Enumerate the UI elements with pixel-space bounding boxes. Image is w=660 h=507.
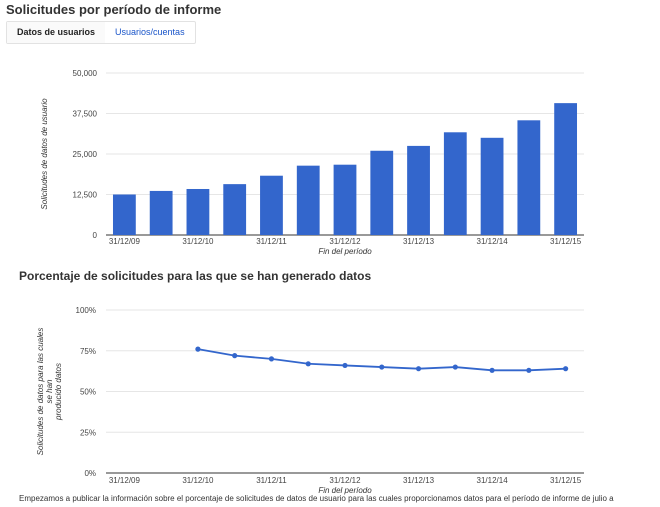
data-point <box>563 366 569 372</box>
bar <box>554 103 578 235</box>
tab-users-accounts[interactable]: Usuarios/cuentas <box>115 27 185 37</box>
data-point <box>415 366 422 372</box>
bar-chart-heading: Solicitudes por período de informe <box>6 2 222 17</box>
bar-y-tick-label: 37,500 <box>73 110 98 119</box>
line-chart-heading: Porcentaje de solicitudes para las que s… <box>19 269 372 283</box>
line-y-tick-label: 0% <box>84 469 96 478</box>
bar-y-tick-label: 50,000 <box>73 69 98 78</box>
line-x-tick-label: 31/12/12 <box>329 476 361 485</box>
bar <box>443 132 467 235</box>
bar-x-tick-label: 31/12/11 <box>256 237 287 246</box>
bar <box>260 175 283 235</box>
line-x-tick-label: 31/12/11 <box>256 476 287 485</box>
line-y-tick-label: 75% <box>80 347 96 356</box>
line-y-tick-label: 25% <box>80 428 96 437</box>
line-x-axis-title: Fin del período <box>318 486 372 495</box>
data-point <box>195 346 201 352</box>
data-point <box>232 353 238 359</box>
line-y-tick-label: 50% <box>80 388 96 397</box>
data-point <box>452 364 458 370</box>
data-point <box>379 364 385 370</box>
bar <box>186 188 210 235</box>
bar-chart: 0 12,500 25,000 37,500 50,000 31/12/09 31/12/1… <box>40 69 584 256</box>
bar <box>407 145 430 235</box>
bar <box>517 120 541 235</box>
bar <box>149 190 173 235</box>
bar-x-tick-label: 31/12/14 <box>477 237 509 246</box>
bar <box>480 137 504 235</box>
bar <box>223 184 247 235</box>
tab-user-data[interactable]: Datos de usuarios <box>7 22 106 43</box>
bar-x-tick-label: 31/12/13 <box>403 237 435 246</box>
line-x-tick-label: 31/12/13 <box>403 476 435 485</box>
bar-y-axis-title: Solicitudes de datos de usuario <box>40 98 49 210</box>
line-chart: 0% 25% 50% 75% 100% 31/12/09 31/12/10 31/12/11 3… <box>36 306 584 495</box>
line-x-tick-label: 31/12/10 <box>182 476 214 485</box>
bar <box>333 164 357 235</box>
bar <box>370 150 394 235</box>
line-x-tick-label: 31/12/09 <box>109 476 141 485</box>
data-type-tabs: Datos de usuarios Usuarios/cuentas <box>6 21 196 44</box>
bar-y-tick-label: 25,000 <box>73 150 98 159</box>
data-point <box>526 367 532 373</box>
bar-x-axis-title: Fin del período <box>318 247 372 256</box>
bar <box>296 165 320 235</box>
data-point <box>489 367 495 373</box>
line-x-tick-label: 31/12/14 <box>477 476 509 485</box>
bar-x-tick-label: 31/12/10 <box>182 237 214 246</box>
data-point <box>342 362 348 369</box>
line-x-tick-label: 31/12/15 <box>550 476 582 485</box>
footer-note: Empezamos a publicar la información sobr… <box>19 494 614 503</box>
bar-y-tick-label: 0 <box>93 231 98 240</box>
line-y-tick-label: 100% <box>76 306 96 315</box>
line-y-axis-title: Solicitudes de datos para las cualesse h… <box>36 328 63 456</box>
bar-x-tick-label: 31/12/15 <box>550 237 582 246</box>
bar-x-tick-label: 31/12/12 <box>329 237 361 246</box>
data-point <box>305 361 311 367</box>
bar-x-tick-label: 31/12/09 <box>109 237 141 246</box>
bar-y-tick-label: 12,500 <box>73 191 98 200</box>
bar <box>112 194 136 235</box>
data-point <box>268 356 275 362</box>
